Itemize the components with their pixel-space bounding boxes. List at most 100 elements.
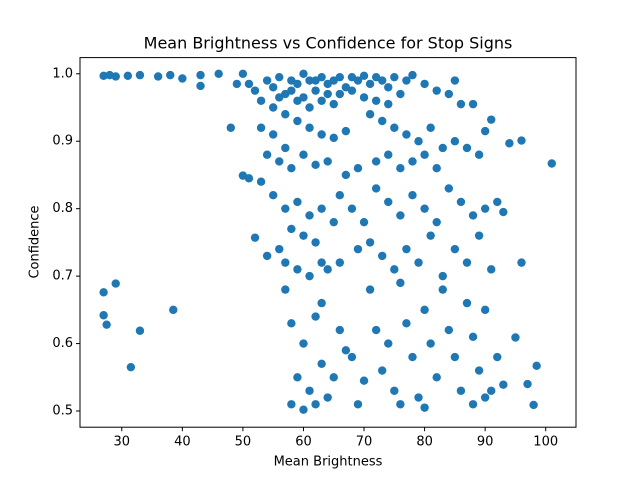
point: [353, 164, 363, 173]
point: [281, 285, 290, 294]
point: [365, 238, 375, 247]
point: [311, 312, 320, 321]
point: [384, 83, 393, 92]
point: [275, 244, 284, 254]
point: [323, 265, 332, 274]
point: [468, 332, 478, 342]
y-tick-label: 1.0: [52, 66, 73, 81]
point: [420, 79, 429, 89]
point: [178, 74, 187, 83]
point: [480, 126, 490, 136]
point: [311, 160, 320, 170]
point: [299, 405, 308, 414]
point: [487, 115, 496, 124]
point: [311, 76, 320, 85]
point: [523, 379, 532, 389]
point: [99, 311, 108, 320]
point: [268, 83, 278, 92]
point: [347, 204, 357, 213]
points: [99, 69, 556, 414]
point: [102, 320, 111, 329]
point: [474, 231, 484, 240]
point: [468, 400, 478, 409]
point: [299, 150, 308, 159]
point: [396, 400, 405, 409]
point: [371, 157, 381, 166]
point: [341, 346, 351, 355]
point: [474, 150, 484, 159]
point: [378, 251, 387, 261]
point: [293, 265, 302, 274]
point: [487, 386, 496, 395]
x-tick-label: 50: [235, 435, 252, 450]
point: [450, 137, 460, 146]
point: [268, 190, 278, 200]
point: [256, 177, 266, 186]
point: [499, 207, 508, 217]
point: [371, 325, 381, 335]
point: [293, 197, 302, 207]
point: [329, 99, 338, 109]
point: [341, 126, 351, 136]
point: [529, 400, 538, 410]
point: [408, 190, 417, 200]
point: [214, 69, 223, 78]
point: [426, 339, 435, 348]
y-axis-label: Confidence: [28, 205, 43, 278]
point: [196, 81, 205, 91]
y-tick-label: 0.8: [52, 201, 73, 216]
point: [329, 133, 338, 143]
point: [256, 96, 266, 105]
point: [311, 86, 320, 95]
point: [480, 204, 490, 213]
point: [462, 258, 472, 267]
point: [305, 271, 314, 281]
point: [450, 76, 460, 85]
point: [432, 373, 441, 382]
point: [287, 400, 296, 409]
point: [111, 279, 120, 288]
point: [390, 123, 399, 132]
point: [244, 174, 254, 183]
point: [426, 231, 435, 240]
point: [511, 333, 520, 342]
point: [365, 285, 375, 294]
point: [384, 197, 393, 207]
point: [414, 393, 423, 402]
point: [166, 70, 175, 80]
point: [378, 116, 387, 126]
point: [396, 164, 405, 173]
point: [311, 400, 320, 409]
point: [353, 400, 363, 409]
point: [305, 76, 314, 85]
point: [408, 70, 417, 80]
point: [317, 359, 326, 369]
point: [256, 123, 266, 132]
point: [480, 305, 490, 315]
point: [293, 116, 302, 126]
point: [474, 366, 484, 375]
point: [384, 339, 393, 348]
point: [420, 403, 429, 412]
point: [444, 184, 454, 193]
x-tick-label: 80: [416, 435, 433, 450]
point: [432, 217, 441, 227]
point: [371, 96, 381, 105]
point: [359, 217, 369, 227]
point: [359, 71, 369, 81]
point: [450, 244, 460, 254]
point: [335, 72, 345, 82]
point: [123, 71, 133, 81]
point: [390, 265, 399, 274]
point: [499, 380, 508, 389]
point: [353, 76, 363, 85]
point: [462, 298, 472, 308]
point: [135, 326, 145, 335]
point: [317, 204, 326, 213]
point: [426, 123, 435, 132]
point: [317, 130, 326, 139]
point: [299, 69, 308, 78]
point: [468, 211, 478, 220]
